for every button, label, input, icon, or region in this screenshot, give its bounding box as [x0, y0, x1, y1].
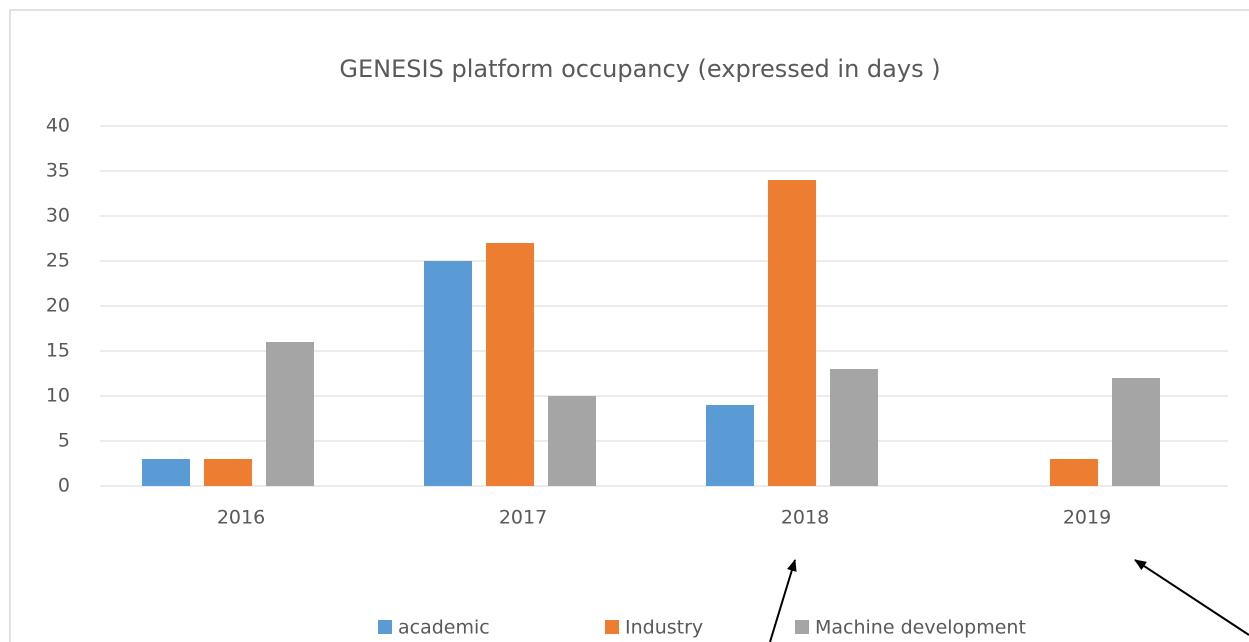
plot-area: 0 5 10 15 20 25 30 35 40 2016 2017 2018 2019 academic…: [46, 115, 1228, 639]
x-tick-label: 2017: [499, 507, 547, 529]
bar: [266, 342, 314, 486]
y-tick-label: 5: [58, 430, 70, 452]
bar: [424, 261, 472, 486]
legend-swatch: [378, 620, 392, 634]
legend-swatch: [605, 620, 619, 634]
bar: [486, 243, 534, 486]
y-tick-label: 25: [46, 250, 70, 272]
bar: [1050, 459, 1098, 486]
bar: [830, 369, 878, 486]
y-tick-label: 0: [58, 475, 70, 497]
y-tick-label: 30: [46, 205, 70, 227]
x-tick-label: 2018: [781, 507, 829, 529]
x-tick-label: 2016: [217, 507, 265, 529]
y-tick-label: 20: [46, 295, 70, 317]
y-tick-label: 15: [46, 340, 70, 362]
bar: [204, 459, 252, 486]
annotation-arrow: [1134, 559, 1249, 636]
y-tick-label: 10: [46, 385, 70, 407]
legend-label: academic: [398, 617, 490, 639]
x-tick-label: 2019: [1063, 507, 1111, 529]
y-tick-label: 40: [46, 115, 70, 137]
legend-label: Machine development: [815, 617, 1026, 639]
bar: [768, 180, 816, 486]
annotation-arrow: [769, 559, 797, 642]
chart-border: [9, 9, 1249, 642]
bar: [548, 396, 596, 486]
bar: [1112, 378, 1160, 486]
legend-label: Industry: [625, 617, 703, 639]
chart-title: GENESIS platform occupancy (expressed in…: [339, 55, 940, 83]
legend-swatch: [795, 620, 809, 634]
y-tick-label: 35: [46, 160, 70, 182]
bar: [142, 459, 190, 486]
bar: [706, 405, 754, 486]
